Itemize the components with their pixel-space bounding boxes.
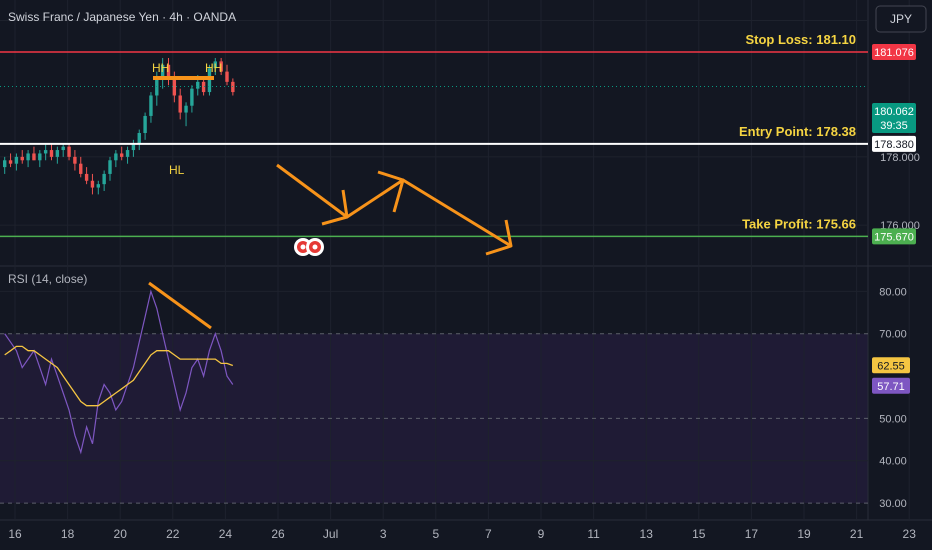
candle — [125, 146, 130, 164]
candle — [90, 173, 95, 195]
rsi-value-badge-value: 57.71 — [877, 381, 905, 393]
level-label-take-profit: Take Profit: 175.66 — [742, 216, 856, 231]
x-tick-label: 9 — [538, 527, 545, 541]
level-axis-badge — [872, 228, 916, 245]
x-tick-label: Jul — [323, 527, 338, 541]
candle — [14, 153, 19, 171]
projection-arrow-path — [276, 163, 512, 248]
candle — [184, 102, 188, 127]
candle — [225, 64, 229, 86]
current-price-value: 180.062 — [874, 106, 914, 118]
candle — [61, 143, 65, 157]
x-tick-label: 13 — [640, 527, 654, 541]
candle — [26, 150, 30, 168]
candle — [20, 150, 24, 164]
candle — [143, 112, 147, 140]
price-levels: Stop Loss: 181.10 Entry Point: 178.38 Take… — [0, 32, 868, 238]
rsi-divergence-line — [148, 281, 212, 330]
x-tick-label: 24 — [219, 527, 233, 541]
x-tick-label: 16 — [8, 527, 22, 541]
hh-label-1: HH — [152, 61, 169, 75]
candle — [79, 156, 83, 178]
hh-label-2: HH — [205, 61, 222, 75]
rsi-y-tick-label: 80.00 — [879, 286, 907, 298]
level-axis-badge — [872, 43, 916, 60]
candle — [38, 150, 42, 168]
event-flag-icon[interactable] — [294, 238, 324, 256]
rsi-guides — [0, 290, 868, 504]
candle — [43, 143, 48, 161]
candle — [131, 139, 136, 157]
rsi-lines — [4, 289, 234, 455]
rsi-ma-badge-value: 62.55 — [877, 360, 905, 372]
candles — [3, 57, 235, 195]
candle — [149, 92, 153, 123]
rsi-ma-badge — [872, 357, 910, 374]
hl-label: HL — [169, 163, 185, 177]
rsi-y-tick-label: 40.00 — [879, 456, 907, 468]
level-label-entry-point: Entry Point: 178.38 — [739, 124, 856, 139]
symbol-title: Swiss Franc / Japanese Yen · 4h · OANDA — [8, 10, 236, 24]
arrow-head-3 — [485, 219, 513, 256]
level-axis-value: 181.076 — [874, 47, 914, 59]
currency-button[interactable]: JPY — [875, 5, 927, 33]
candle — [84, 167, 89, 185]
candle — [160, 57, 165, 89]
candle — [67, 143, 71, 161]
candle — [201, 78, 206, 96]
x-tick-label: 17 — [745, 527, 759, 541]
candle — [3, 156, 7, 174]
candle — [114, 150, 118, 168]
candle — [166, 57, 171, 86]
x-tick-label: 18 — [61, 527, 75, 541]
candle — [49, 143, 54, 161]
drawings: HH HH HL — [148, 61, 513, 330]
rsi-y-tick-label: 30.00 — [879, 498, 907, 510]
x-tick-label: 20 — [114, 527, 128, 541]
rsi-title: RSI (14, close) — [8, 272, 87, 286]
rsi-ma-line — [4, 345, 234, 407]
candle — [213, 57, 217, 76]
current-price-badge: 180.062 39:35 — [872, 103, 916, 133]
candle — [102, 170, 106, 191]
x-tick-label: 5 — [432, 527, 439, 541]
rsi-value-badge — [872, 377, 910, 394]
candle — [120, 146, 124, 161]
candle — [137, 129, 141, 151]
candle — [8, 153, 13, 168]
x-tick-label: 22 — [166, 527, 180, 541]
x-tick-label: 11 — [587, 527, 600, 541]
x-tick-label: 3 — [380, 527, 387, 541]
arrow-head-2 — [377, 170, 405, 213]
candle — [207, 64, 212, 96]
level-axis-badge — [872, 135, 916, 152]
bar-countdown: 39:35 — [880, 120, 908, 132]
x-tick-label: 15 — [692, 527, 706, 541]
candle — [55, 146, 60, 164]
axis-labels: 161820222426Jul3579111315171921232527291… — [8, 15, 920, 541]
candle — [73, 150, 77, 171]
candle — [32, 146, 36, 161]
candle — [96, 180, 100, 195]
x-tick-label: 26 — [271, 527, 285, 541]
candle — [178, 88, 182, 120]
rsi-y-tick-label: 70.00 — [879, 329, 907, 341]
rsi-y-tick-label: 50.00 — [879, 413, 907, 425]
candle — [190, 85, 194, 113]
level-axis-value: 178.380 — [874, 139, 914, 151]
y-tick-label: 178.000 — [880, 152, 920, 164]
x-tick-label: 7 — [485, 527, 492, 541]
currency-button-label: JPY — [890, 12, 912, 26]
arrow-head-1 — [321, 189, 349, 226]
rsi-line — [4, 289, 234, 455]
x-tick-label: 19 — [797, 527, 811, 541]
level-label-stop-loss: Stop Loss: 181.10 — [745, 32, 856, 47]
x-tick-label: 21 — [850, 527, 864, 541]
candle — [219, 57, 223, 76]
candle — [108, 156, 112, 181]
level-axis-value: 175.670 — [874, 231, 914, 243]
x-tick-label: 23 — [903, 527, 917, 541]
